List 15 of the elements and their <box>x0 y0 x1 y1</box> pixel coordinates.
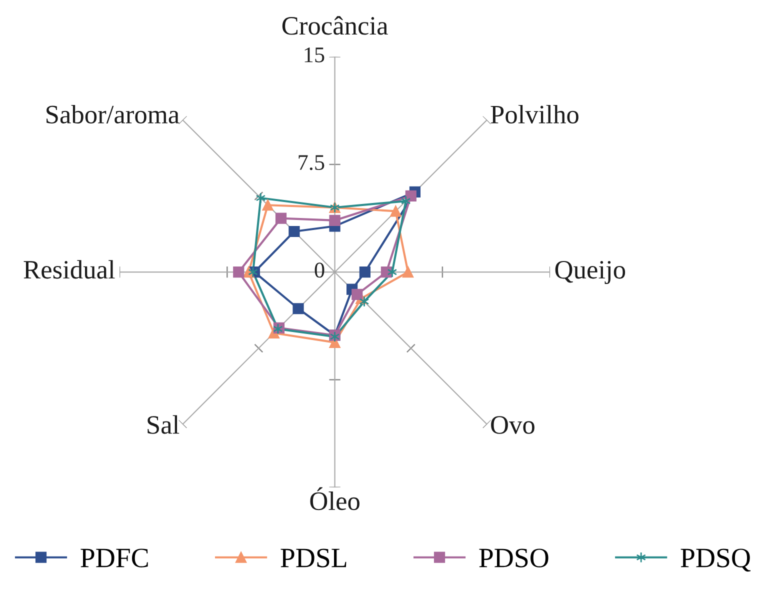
legend-label: PDSO <box>479 548 548 568</box>
spoke-label: Crocância <box>282 16 388 35</box>
spoke-label: Óleo <box>310 487 360 510</box>
legend-label: PDSL <box>280 548 346 568</box>
legend-label: PDSQ <box>680 548 751 572</box>
y-tick-label: 7.5 <box>298 155 324 170</box>
spoke-label: Ovo <box>491 416 534 434</box>
legend-label: PDFC <box>80 548 148 568</box>
spoke-label: Sal <box>148 415 180 434</box>
y-tick-label: 15 <box>304 47 324 62</box>
y-tick-label: 0 <box>314 262 324 278</box>
spoke-label: Queijo <box>555 260 626 284</box>
spoke-label: Polvilho <box>490 104 578 124</box>
spoke-label: Sabor/aroma <box>46 104 180 124</box>
spoke-label: Residual <box>24 260 115 279</box>
